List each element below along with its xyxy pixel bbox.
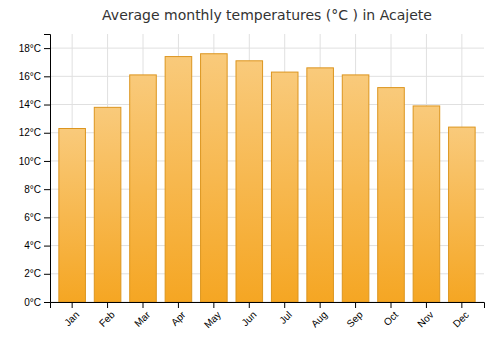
x-tick-label: May <box>202 309 223 330</box>
y-tick-label: 16°C <box>19 71 41 82</box>
y-tick: 8°C <box>24 184 50 195</box>
y-tick-mark <box>44 302 50 303</box>
y-tick-mark <box>44 76 50 77</box>
y-tick: 6°C <box>24 212 50 223</box>
plot: 0°C 2°C 4°C 6°C 8°C 10°C 12°C 14°C 16°C 18°C Jan Fe… <box>19 34 485 330</box>
x-tick-label: Aug <box>309 309 329 329</box>
x-tick-mark <box>355 302 356 308</box>
y-tick: 12°C <box>19 127 50 138</box>
bar <box>449 127 476 302</box>
x-tick-label: Apr <box>169 309 188 328</box>
x-tick: Apr <box>169 302 188 328</box>
x-tick: Feb <box>97 302 117 329</box>
bar <box>165 57 192 302</box>
grid-line-y <box>50 48 484 49</box>
x-tick-mark <box>320 302 321 308</box>
y-tick-mark <box>44 246 50 247</box>
x-tick-mark <box>107 302 108 308</box>
x-axis-line <box>51 303 485 309</box>
y-tick-label: 2°C <box>24 268 41 279</box>
y-axis: 0°C 2°C 4°C 6°C 8°C 10°C 12°C 14°C 16°C 18°C <box>19 35 51 308</box>
title: Average monthly temperatures (°C ) in Ac… <box>102 7 432 23</box>
x-tick-label: Feb <box>97 309 117 329</box>
bar <box>271 72 298 302</box>
x-tick-mark <box>213 302 214 308</box>
bar <box>130 75 157 302</box>
y-tick-label: 18°C <box>19 43 41 54</box>
y-tick: 4°C <box>24 240 50 251</box>
y-tick: 10°C <box>19 156 50 167</box>
x-tick-mark <box>249 302 250 308</box>
bar <box>236 61 263 302</box>
x-tick-mark <box>178 302 179 308</box>
x-tick: Dec <box>451 302 471 329</box>
x-tick: Mar <box>132 302 152 329</box>
y-tick-mark <box>44 217 50 218</box>
x-tick-mark <box>461 302 462 308</box>
x-tick: Aug <box>309 302 329 329</box>
x-tick-mark <box>284 302 285 308</box>
x-axis: Jan Feb Mar Apr May Jun Jul Aug Sep Oct Nov Dec <box>51 302 485 330</box>
grid <box>50 34 484 302</box>
y-tick-mark <box>44 48 50 49</box>
bar <box>201 54 228 302</box>
x-tick: Jul <box>277 302 294 326</box>
x-tick: Sep <box>344 302 365 329</box>
y-tick: 2°C <box>24 268 50 279</box>
x-tick-mark <box>143 302 144 308</box>
x-tick-label: Sep <box>344 309 365 330</box>
bar <box>59 129 86 302</box>
y-tick-label: 8°C <box>24 184 41 195</box>
grid-line-y <box>50 104 484 105</box>
y-tick-mark <box>44 133 50 134</box>
x-tick: Jan <box>62 302 81 328</box>
y-tick-label: 6°C <box>24 212 41 223</box>
y-tick-mark <box>44 105 50 106</box>
x-tick-label: Jun <box>239 309 258 328</box>
chart: 0°C 2°C 4°C 6°C 8°C 10°C 12°C 14°C 16°C 18°C Jan Fe… <box>0 0 500 350</box>
grid-line-y <box>50 76 484 77</box>
x-tick-label: Jan <box>62 309 81 328</box>
x-tick-label: Mar <box>132 309 152 329</box>
y-tick-mark <box>44 274 50 275</box>
x-tick: Jun <box>239 302 258 328</box>
y-tick-label: 0°C <box>24 297 41 308</box>
y-tick: 16°C <box>19 71 50 82</box>
y-tick: 18°C <box>19 43 50 54</box>
bar <box>378 88 405 302</box>
y-axis-line <box>44 35 51 303</box>
y-tick-label: 4°C <box>24 240 41 251</box>
bars <box>59 54 475 302</box>
x-tick-mark <box>72 302 73 308</box>
x-tick-label: Nov <box>415 309 435 329</box>
y-tick-mark <box>44 189 50 190</box>
x-tick: Nov <box>415 302 435 329</box>
x-tick-mark <box>391 302 392 308</box>
x-tick-label: Jul <box>277 309 294 326</box>
x-tick-mark <box>426 302 427 308</box>
bar <box>307 68 334 302</box>
x-tick: Oct <box>381 302 400 328</box>
y-tick-label: 14°C <box>19 99 41 110</box>
x-tick-label: Oct <box>381 309 400 328</box>
y-tick: 0°C <box>24 297 50 308</box>
y-tick-mark <box>44 161 50 162</box>
y-tick-label: 10°C <box>19 156 41 167</box>
bar <box>413 106 440 302</box>
bar <box>94 107 121 302</box>
y-tick-label: 12°C <box>19 127 41 138</box>
bar <box>342 75 369 302</box>
x-tick-label: Dec <box>451 309 471 329</box>
y-tick: 14°C <box>19 99 50 110</box>
x-tick: May <box>202 302 223 330</box>
